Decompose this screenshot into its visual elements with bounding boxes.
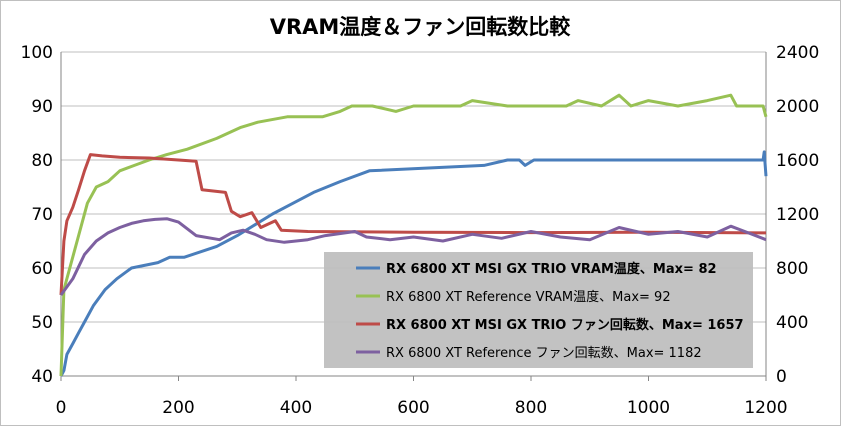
y-left-tick-label: 100 <box>21 43 53 63</box>
series-lines <box>59 93 768 377</box>
x-tick-label: 0 <box>56 398 67 418</box>
y-right-tick-label: 1600 <box>776 151 819 171</box>
series-line-2 <box>59 93 768 377</box>
y-left-tick-label: 70 <box>31 205 53 225</box>
y-right-tick-label: 1200 <box>776 205 819 225</box>
y-right-tick-label: 400 <box>776 313 808 333</box>
y-right-tick-label: 2000 <box>776 97 819 117</box>
y-left-tick-label: 50 <box>31 313 53 333</box>
y-right-tick-label: 800 <box>776 259 808 279</box>
x-tick-label: 800 <box>515 398 547 418</box>
y-right-tick-label: 0 <box>776 367 787 387</box>
x-tick-label: 400 <box>280 398 312 418</box>
chart-title: VRAM温度＆ファン回転数比較 <box>270 15 572 39</box>
legend-box <box>324 252 753 368</box>
series-line-3 <box>59 153 767 296</box>
legend: RX 6800 XT MSI GX TRIO VRAM温度、Max= 82 RX … <box>324 252 753 368</box>
x-tick-label: 200 <box>162 398 194 418</box>
axes <box>60 52 767 381</box>
y-left-tick-label: 90 <box>31 97 53 117</box>
y-right-tick-label: 2400 <box>776 43 819 63</box>
legend-label: RX 6800 XT Reference ファン回転数、Max= 1182 <box>386 346 702 361</box>
y-left-tick-label: 40 <box>31 367 53 387</box>
legend-label: RX 6800 XT MSI GX TRIO ファン回転数、Max= 1657 <box>386 317 744 333</box>
series-line-1 <box>59 150 768 377</box>
x-tick-label: 1200 <box>744 398 787 418</box>
legend-label: RX 6800 XT MSI GX TRIO VRAM温度、Max= 82 <box>386 261 717 277</box>
y-left-tick-label: 80 <box>31 151 53 171</box>
series-line-4 <box>59 217 767 296</box>
x-tick-label: 1000 <box>627 398 670 418</box>
x-tick-label: 600 <box>397 398 429 418</box>
legend-label: RX 6800 XT Reference VRAM温度、Max= 92 <box>386 289 671 305</box>
y-left-tick-label: 60 <box>31 259 53 279</box>
